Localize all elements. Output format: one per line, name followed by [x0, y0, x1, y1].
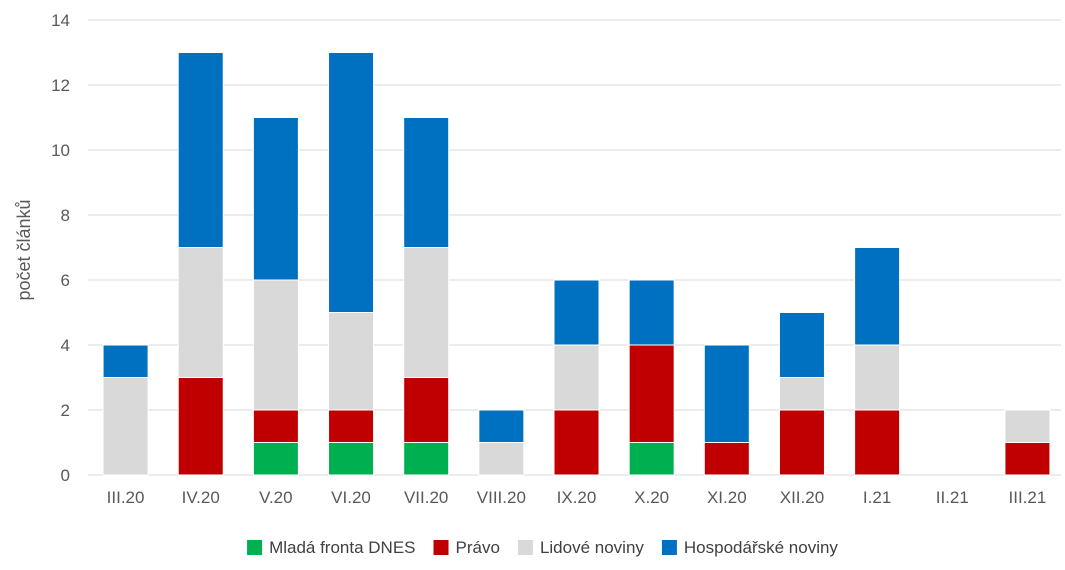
- bar-segment: [252, 409, 299, 443]
- bar-segment: [328, 312, 375, 411]
- legend-item: Lidové noviny: [517, 538, 644, 557]
- legend-item: Právo: [433, 538, 500, 557]
- x-tick-label: X.20: [634, 488, 669, 507]
- x-tick-label: VIII.20: [477, 488, 526, 507]
- bar-segment: [628, 344, 675, 443]
- x-tick-label: III.21: [1009, 488, 1047, 507]
- bar-segment: [778, 409, 825, 476]
- bar-segment: [403, 247, 450, 378]
- bar-segment: [1004, 442, 1051, 476]
- bar-segment: [177, 377, 224, 476]
- x-tick-label: IV.20: [182, 488, 220, 507]
- legend-item: Mladá fronta DNES: [247, 538, 416, 557]
- bar-segment: [252, 442, 299, 476]
- bar-segment: [703, 442, 750, 476]
- legend-swatch: [433, 540, 449, 555]
- x-tick-label: VII.20: [404, 488, 448, 507]
- bar-segment: [778, 312, 825, 378]
- bar-segment: [328, 442, 375, 476]
- y-axis-ticks: 0 2 4 6 8 10 12 14: [51, 11, 70, 485]
- bar-segment: [854, 344, 901, 411]
- legend-swatch: [661, 540, 677, 555]
- bar-segment: [854, 409, 901, 476]
- y-tick-label: 6: [61, 271, 70, 290]
- x-tick-label: IX.20: [557, 488, 597, 507]
- bar-segment: [102, 377, 149, 476]
- y-tick-label: 4: [61, 336, 70, 355]
- bar-segment: [328, 409, 375, 443]
- x-tick-label: II.21: [936, 488, 969, 507]
- y-tick-label: 14: [51, 11, 70, 30]
- bar-segment: [478, 442, 525, 476]
- y-tick-label: 12: [51, 76, 70, 95]
- bar-segment: [778, 377, 825, 411]
- x-tick-label: XI.20: [707, 488, 747, 507]
- legend-swatch: [517, 540, 533, 555]
- y-axis-label: počet článků: [14, 199, 34, 300]
- x-tick-label: III.20: [107, 488, 145, 507]
- bar-segment: [252, 279, 299, 411]
- bar-segment: [553, 344, 600, 411]
- bar-segment: [553, 409, 600, 476]
- x-axis-ticks: III.20 IV.20 V.20 VI.20 VII.20 VIII.20 IX.20 X.…: [107, 488, 1047, 507]
- bar-segment: [628, 442, 675, 476]
- y-tick-label: 2: [61, 401, 70, 420]
- bar-segment: [628, 279, 675, 346]
- bar-segment: [403, 377, 450, 443]
- x-tick-label: V.20: [259, 488, 292, 507]
- y-tick-label: 10: [51, 141, 70, 160]
- y-tick-label: 0: [61, 466, 70, 485]
- bar-segment: [553, 279, 600, 346]
- bar-segment: [403, 117, 450, 248]
- bar-segment: [478, 409, 525, 443]
- y-tick-label: 8: [61, 206, 70, 225]
- x-tick-label: I.21: [863, 488, 891, 507]
- bar-segment: [177, 247, 224, 378]
- bar-segment: [703, 344, 750, 443]
- bars: [102, 52, 1051, 476]
- bar-segment: [252, 117, 299, 281]
- bar-segment: [1004, 409, 1051, 443]
- bar-segment: [328, 52, 375, 313]
- legend-label: Hospodářské noviny: [684, 538, 839, 557]
- bar-segment: [854, 247, 901, 346]
- bar-segment: [102, 344, 149, 378]
- legend-swatch: [247, 540, 263, 555]
- legend: Mladá fronta DNES Právo Lidové noviny Hospo…: [247, 538, 838, 557]
- x-tick-label: VI.20: [331, 488, 371, 507]
- bar-segment: [403, 442, 450, 476]
- bar-segment: [177, 52, 224, 248]
- x-tick-label: XII.20: [780, 488, 824, 507]
- legend-item: Hospodářské noviny: [661, 538, 839, 557]
- legend-label: Lidové noviny: [540, 538, 644, 557]
- legend-label: Právo: [456, 538, 500, 557]
- legend-label: Mladá fronta DNES: [269, 538, 415, 557]
